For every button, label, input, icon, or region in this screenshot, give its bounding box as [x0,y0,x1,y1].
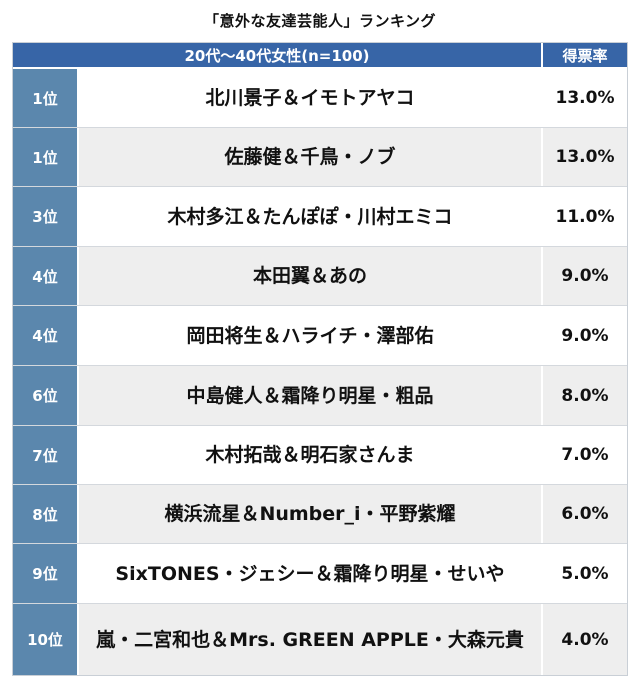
ranking-table: 20代〜40代女性(n=100) 得票率 1位 北川景子＆イモトアヤコ 13.0… [12,42,628,676]
rank-cell: 3位 [13,187,77,246]
chart-title: 「意外な友達芸能人」ランキング [203,12,437,30]
row-divider [13,425,627,426]
table-row: 4位 岡田将生＆ハライチ・澤部佑 9.0% [13,306,627,365]
rate-cell: 9.0% [543,247,627,305]
rank-cell: 6位 [13,366,77,425]
table-row: 8位 横浜流星＆Number_i・平野紫耀 6.0% [13,485,627,543]
rank-cell: 1位 [13,128,77,186]
row-divider [13,543,627,544]
row-divider [13,186,627,187]
header-vote-rate: 得票率 [543,43,627,67]
rate-cell: 9.0% [543,306,627,365]
header-respondent-group: 20代〜40代女性(n=100) [13,43,541,67]
table-row: 4位 本田翼＆あの 9.0% [13,247,627,305]
name-cell: 佐藤健＆千鳥・ノブ [79,128,541,186]
name-cell: 木村多江＆たんぽぽ・川村エミコ [79,187,541,246]
row-divider [13,305,627,306]
rate-cell: 13.0% [543,69,627,127]
table-row: 10位 嵐・二宮和也＆Mrs. GREEN APPLE・大森元貴 4.0% [13,604,627,675]
rank-cell: 1位 [13,69,77,127]
rank-cell: 4位 [13,306,77,365]
rank-cell: 10位 [13,604,77,675]
table-row: 7位 木村拓哉＆明石家さんま 7.0% [13,426,627,484]
row-divider [13,365,627,366]
row-divider [13,484,627,485]
name-cell: 横浜流星＆Number_i・平野紫耀 [79,485,541,543]
rate-cell: 7.0% [543,426,627,484]
name-cell: 本田翼＆あの [79,247,541,305]
rank-cell: 7位 [13,426,77,484]
rate-cell: 8.0% [543,366,627,425]
row-divider [13,603,627,604]
table-row: 6位 中島健人＆霜降り明星・粗品 8.0% [13,366,627,425]
row-divider [13,127,627,128]
rate-cell: 4.0% [543,604,627,675]
name-cell: 岡田将生＆ハライチ・澤部佑 [79,306,541,365]
name-cell: 木村拓哉＆明石家さんま [79,426,541,484]
rate-cell: 6.0% [543,485,627,543]
table-row: 3位 木村多江＆たんぽぽ・川村エミコ 11.0% [13,187,627,246]
name-cell: 嵐・二宮和也＆Mrs. GREEN APPLE・大森元貴 [79,604,541,675]
rate-cell: 13.0% [543,128,627,186]
table-row: 1位 北川景子＆イモトアヤコ 13.0% [13,69,627,127]
rate-cell: 11.0% [543,187,627,246]
rank-cell: 9位 [13,544,77,603]
rank-cell: 4位 [13,247,77,305]
rate-cell: 5.0% [543,544,627,603]
name-cell: SixTONES・ジェシー＆霜降り明星・せいや [79,544,541,603]
name-cell: 北川景子＆イモトアヤコ [79,69,541,127]
row-divider [13,246,627,247]
table-row: 1位 佐藤健＆千鳥・ノブ 13.0% [13,128,627,186]
rank-cell: 8位 [13,485,77,543]
table-row: 9位 SixTONES・ジェシー＆霜降り明星・せいや 5.0% [13,544,627,603]
name-cell: 中島健人＆霜降り明星・粗品 [79,366,541,425]
